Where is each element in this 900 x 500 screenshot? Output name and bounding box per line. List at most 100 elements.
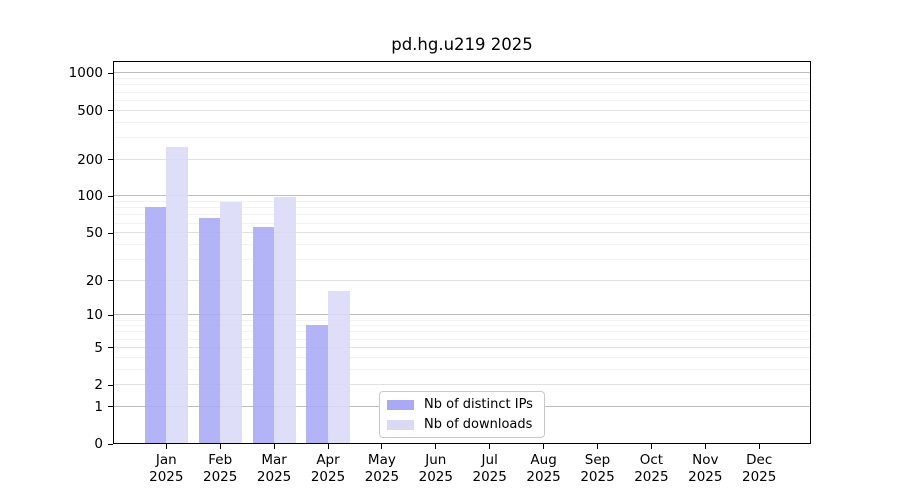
y-tick-mark <box>108 347 113 349</box>
y-tick-label: 2 <box>94 377 103 394</box>
x-tick-month: Jun <box>425 452 447 468</box>
x-tick-year: 2025 <box>364 468 400 485</box>
bar-downloads-mar <box>274 197 296 443</box>
y-tick-mark <box>108 280 113 282</box>
gridline-minor <box>114 368 810 370</box>
x-tick-mark <box>650 444 652 449</box>
x-tick-month: Apr <box>316 452 340 468</box>
x-tick-label-apr: Apr 2025 <box>301 452 355 485</box>
x-tick-mark <box>165 444 167 449</box>
y-tick-mark <box>108 406 113 408</box>
y-tick-label: 5 <box>94 339 103 356</box>
x-tick-year: 2025 <box>742 468 777 485</box>
x-tick-year: 2025 <box>310 468 346 485</box>
gridline <box>114 384 810 386</box>
x-tick-label-jul: Jul 2025 <box>463 452 517 485</box>
gridline-minor <box>114 78 810 80</box>
y-tick-label: 1 <box>94 398 103 415</box>
y-tick-mark <box>108 159 113 161</box>
gridline-minor <box>114 91 810 93</box>
x-tick-month: Oct <box>639 452 664 468</box>
x-tick-year: 2025 <box>418 468 453 485</box>
x-tick-label-dec: Dec 2025 <box>732 452 786 485</box>
gridline-minor <box>114 121 810 123</box>
y-tick-label: 200 <box>77 151 103 168</box>
y-tick-mark <box>108 232 113 234</box>
legend-label-downloads: Nb of downloads <box>424 417 533 432</box>
x-tick-month: May <box>367 452 396 468</box>
y-tick-label: 20 <box>85 272 103 289</box>
y-tick-mark <box>108 384 113 386</box>
y-tick-mark <box>108 443 113 445</box>
gridline-minor <box>114 201 810 203</box>
gridline-minor <box>114 325 810 327</box>
x-tick-label-mar: Mar 2025 <box>247 452 301 485</box>
bar-distinct-ips-jan <box>144 207 167 443</box>
x-tick-year: 2025 <box>149 468 184 485</box>
x-tick-year: 2025 <box>256 468 292 485</box>
gridline <box>114 158 810 160</box>
gridline-minor <box>114 319 810 321</box>
gridline-minor <box>114 214 810 216</box>
gridline-minor <box>114 136 810 138</box>
x-tick-mark <box>758 444 760 449</box>
x-tick-mark <box>435 444 437 449</box>
gridline-minor <box>114 331 810 333</box>
x-tick-month: Nov <box>692 452 719 468</box>
x-tick-month: Feb <box>208 452 233 468</box>
x-tick-month: Aug <box>530 452 557 468</box>
x-tick-mark <box>597 444 598 449</box>
x-tick-label-oct: Oct 2025 <box>624 452 678 485</box>
chart-title: pd.hg.u219 2025 <box>391 35 533 54</box>
x-tick-label-feb: Feb 2025 <box>193 452 247 485</box>
x-tick-label-jun: Jun 2025 <box>409 452 463 485</box>
y-tick-label: 500 <box>77 102 103 119</box>
gridline <box>114 314 810 316</box>
x-tick-year: 2025 <box>203 468 238 485</box>
legend-label-distinct-ips: Nb of distinct IPs <box>424 397 533 412</box>
x-tick-year: 2025 <box>634 468 669 485</box>
gridline <box>114 195 810 197</box>
x-tick-year: 2025 <box>472 468 507 485</box>
x-tick-mark <box>273 444 275 449</box>
x-tick-mark <box>704 444 706 449</box>
x-tick-month: Mar <box>261 452 287 468</box>
gridline <box>114 72 810 74</box>
x-tick-label-aug: Aug 2025 <box>517 452 571 485</box>
bar-distinct-ips-mar <box>252 227 275 443</box>
gridline <box>114 279 810 281</box>
bar-downloads-jan <box>166 146 188 443</box>
x-tick-mark <box>327 444 329 449</box>
gridline <box>114 109 810 111</box>
y-tick-label: 10 <box>85 307 103 324</box>
y-tick-label: 0 <box>94 436 103 452</box>
y-tick-mark <box>108 110 113 112</box>
x-tick-month: Sep <box>584 452 611 468</box>
gridline-minor <box>114 338 810 340</box>
x-tick-label-sep: Sep 2025 <box>571 452 625 485</box>
x-tick-month: Jan <box>155 452 177 468</box>
x-tick-year: 2025 <box>688 468 723 485</box>
gridline <box>114 232 810 234</box>
y-tick-label: 50 <box>85 225 103 242</box>
legend-swatch-distinct-ips <box>387 399 414 410</box>
gridline-minor <box>114 243 810 245</box>
x-tick-month: Dec <box>746 452 773 468</box>
y-tick-mark <box>108 195 113 197</box>
legend-item-downloads: Nb of downloads <box>387 416 544 433</box>
plot-area <box>113 61 811 444</box>
bar-distinct-ips-feb <box>198 218 221 443</box>
gridline-minor <box>114 99 810 101</box>
x-tick-year: 2025 <box>526 468 561 485</box>
x-tick-label-may: May 2025 <box>355 452 409 485</box>
y-tick-label: 1000 <box>68 65 103 82</box>
bar-distinct-ips-apr <box>306 325 328 443</box>
legend: Nb of distinct IPs Nb of downloads <box>379 391 545 438</box>
x-tick-mark <box>489 444 491 449</box>
x-tick-label-nov: Nov 2025 <box>678 452 732 485</box>
gridline-minor <box>114 356 810 358</box>
y-tick-label: 100 <box>77 188 103 205</box>
x-tick-label-jan: Jan 2025 <box>139 452 193 485</box>
x-tick-month: Jul <box>481 452 498 468</box>
